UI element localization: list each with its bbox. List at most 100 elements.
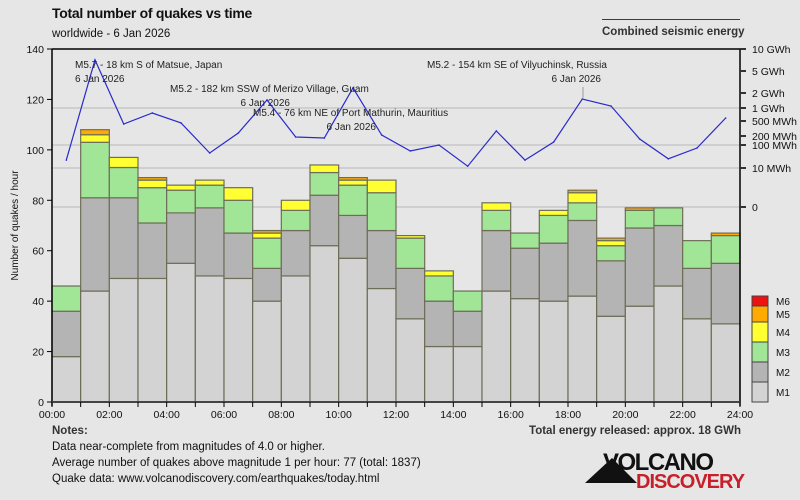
bar-m1-h03 xyxy=(137,277,168,403)
energy-point xyxy=(266,99,268,101)
bar-m3-h02 xyxy=(108,166,139,199)
annotation-date: 6 Jan 2026 xyxy=(75,74,125,85)
y-tick-label: 100 xyxy=(26,145,44,157)
volcano-icon xyxy=(585,458,637,483)
bar-m2-h02 xyxy=(108,197,139,280)
x-tick-label: 04:00 xyxy=(154,409,180,421)
energy-point xyxy=(610,105,612,107)
bar-m1-h00 xyxy=(51,356,82,403)
energy-point xyxy=(237,132,240,134)
bar-m3-h15 xyxy=(481,209,512,232)
y-tick-label: 60 xyxy=(32,246,44,258)
bar-m4-h06 xyxy=(223,187,254,201)
bar-m4-h01 xyxy=(80,134,110,143)
bar-m1-h15 xyxy=(481,290,512,403)
bar-m2-h14 xyxy=(452,310,483,348)
bar-m2-h15 xyxy=(481,229,512,292)
bar-m3-h14 xyxy=(452,290,483,312)
energy-tick-label: 5 GWh xyxy=(752,66,785,78)
legend-swatch-m4 xyxy=(751,321,769,343)
energy-tick-label: 200 MWh xyxy=(752,131,797,143)
chart-title: Total number of quakes vs time xyxy=(52,5,253,21)
bar-m3-h11 xyxy=(366,192,397,232)
bar-m3-h03 xyxy=(137,187,168,224)
bar-m5-h20 xyxy=(624,207,655,211)
bar-m1-h16 xyxy=(510,298,540,403)
volcanodiscovery-logo: VOLCANO DISCOVERY xyxy=(585,449,745,490)
bar-m3-h18 xyxy=(567,202,598,222)
bar-m1-h14 xyxy=(452,345,483,403)
annotation-label: M5.2 - 182 km SSW of Merizo Village, Gua… xyxy=(170,84,369,95)
energy-point xyxy=(208,152,211,154)
bar-m3-h17 xyxy=(538,214,569,244)
bar-m1-h23 xyxy=(710,323,741,403)
bar-m3-h07 xyxy=(252,237,282,269)
bar-m3-h04 xyxy=(166,189,196,214)
bar-m4-h17 xyxy=(538,209,569,217)
annotation-date: 6 Jan 2026 xyxy=(241,98,291,109)
bar-m1-h04 xyxy=(166,262,196,403)
bar-m2-h00 xyxy=(51,310,82,358)
bar-m4-h15 xyxy=(481,202,512,211)
bar-m1-h21 xyxy=(653,285,684,403)
bar-m2-h16 xyxy=(510,247,540,300)
energy-tick-label: 2 GWh xyxy=(752,88,785,100)
bar-m3-h20 xyxy=(624,209,655,229)
y-axis-label: Number of quakes / hour xyxy=(10,170,21,281)
bar-m1-h08 xyxy=(280,275,311,403)
annotation-date: 6 Jan 2026 xyxy=(327,122,377,133)
legend-label-m3: M3 xyxy=(776,348,790,359)
bar-m3-h23 xyxy=(710,234,741,264)
energy-point xyxy=(552,141,555,143)
x-tick-label: 22:00 xyxy=(670,409,696,421)
energy-point xyxy=(667,158,670,160)
y-tick-label: 20 xyxy=(32,347,44,359)
legend-swatch-m6 xyxy=(751,295,769,307)
bar-m5-h03 xyxy=(137,176,168,181)
bar-m1-h07 xyxy=(252,300,282,403)
energy-point xyxy=(724,117,727,119)
bar-m3-h12 xyxy=(395,237,426,269)
y-tick-label: 40 xyxy=(32,296,44,308)
x-tick-label: 06:00 xyxy=(211,409,237,421)
logo-text-bottom: DISCOVERY xyxy=(636,471,745,490)
energy-point xyxy=(438,144,440,146)
energy-point xyxy=(466,165,469,167)
y-tick-label: 120 xyxy=(26,94,44,106)
y-tick-label: 0 xyxy=(38,397,44,409)
bar-m4-h13 xyxy=(424,270,454,277)
energy-tick-label: 0 xyxy=(752,202,758,214)
bar-m1-h11 xyxy=(366,287,397,403)
bar-m3-h19 xyxy=(596,245,626,262)
bar-m1-h06 xyxy=(223,277,254,403)
bar-m1-h19 xyxy=(596,315,626,403)
bar-m3-h13 xyxy=(424,275,454,302)
bar-m2-h05 xyxy=(194,207,225,277)
bar-m3-h22 xyxy=(682,240,712,269)
energy-point xyxy=(294,136,297,138)
y-tick-label: 140 xyxy=(26,44,44,56)
bar-m3-h16 xyxy=(510,232,540,249)
bar-m4-h09 xyxy=(309,164,340,174)
bar-m3-h00 xyxy=(51,285,82,312)
legend-label-m4: M4 xyxy=(776,328,790,339)
bar-m5-h07 xyxy=(252,229,282,234)
x-tick-label: 02:00 xyxy=(96,409,122,421)
bar-m2-h11 xyxy=(366,229,397,290)
bar-m5-h01 xyxy=(80,129,110,136)
bar-m2-h21 xyxy=(653,224,684,287)
bar-m2-h12 xyxy=(395,267,426,320)
logo-text-top: VOLCANO xyxy=(603,449,713,476)
energy-point xyxy=(380,134,383,136)
legend-label-m5: M5 xyxy=(776,310,790,321)
energy-tick-label: 10 GWh xyxy=(752,44,791,56)
bar-m3-h10 xyxy=(338,184,368,217)
x-tick-label: 08:00 xyxy=(268,409,294,421)
legend-label-m1: M1 xyxy=(776,388,790,399)
energy-legend-label: Combined seismic energy xyxy=(602,26,745,38)
bar-m2-h17 xyxy=(538,242,569,302)
bar-m2-h19 xyxy=(596,260,626,317)
energy-point xyxy=(696,147,698,149)
bar-m1-h02 xyxy=(108,277,139,403)
bar-m4-h10 xyxy=(338,179,368,186)
